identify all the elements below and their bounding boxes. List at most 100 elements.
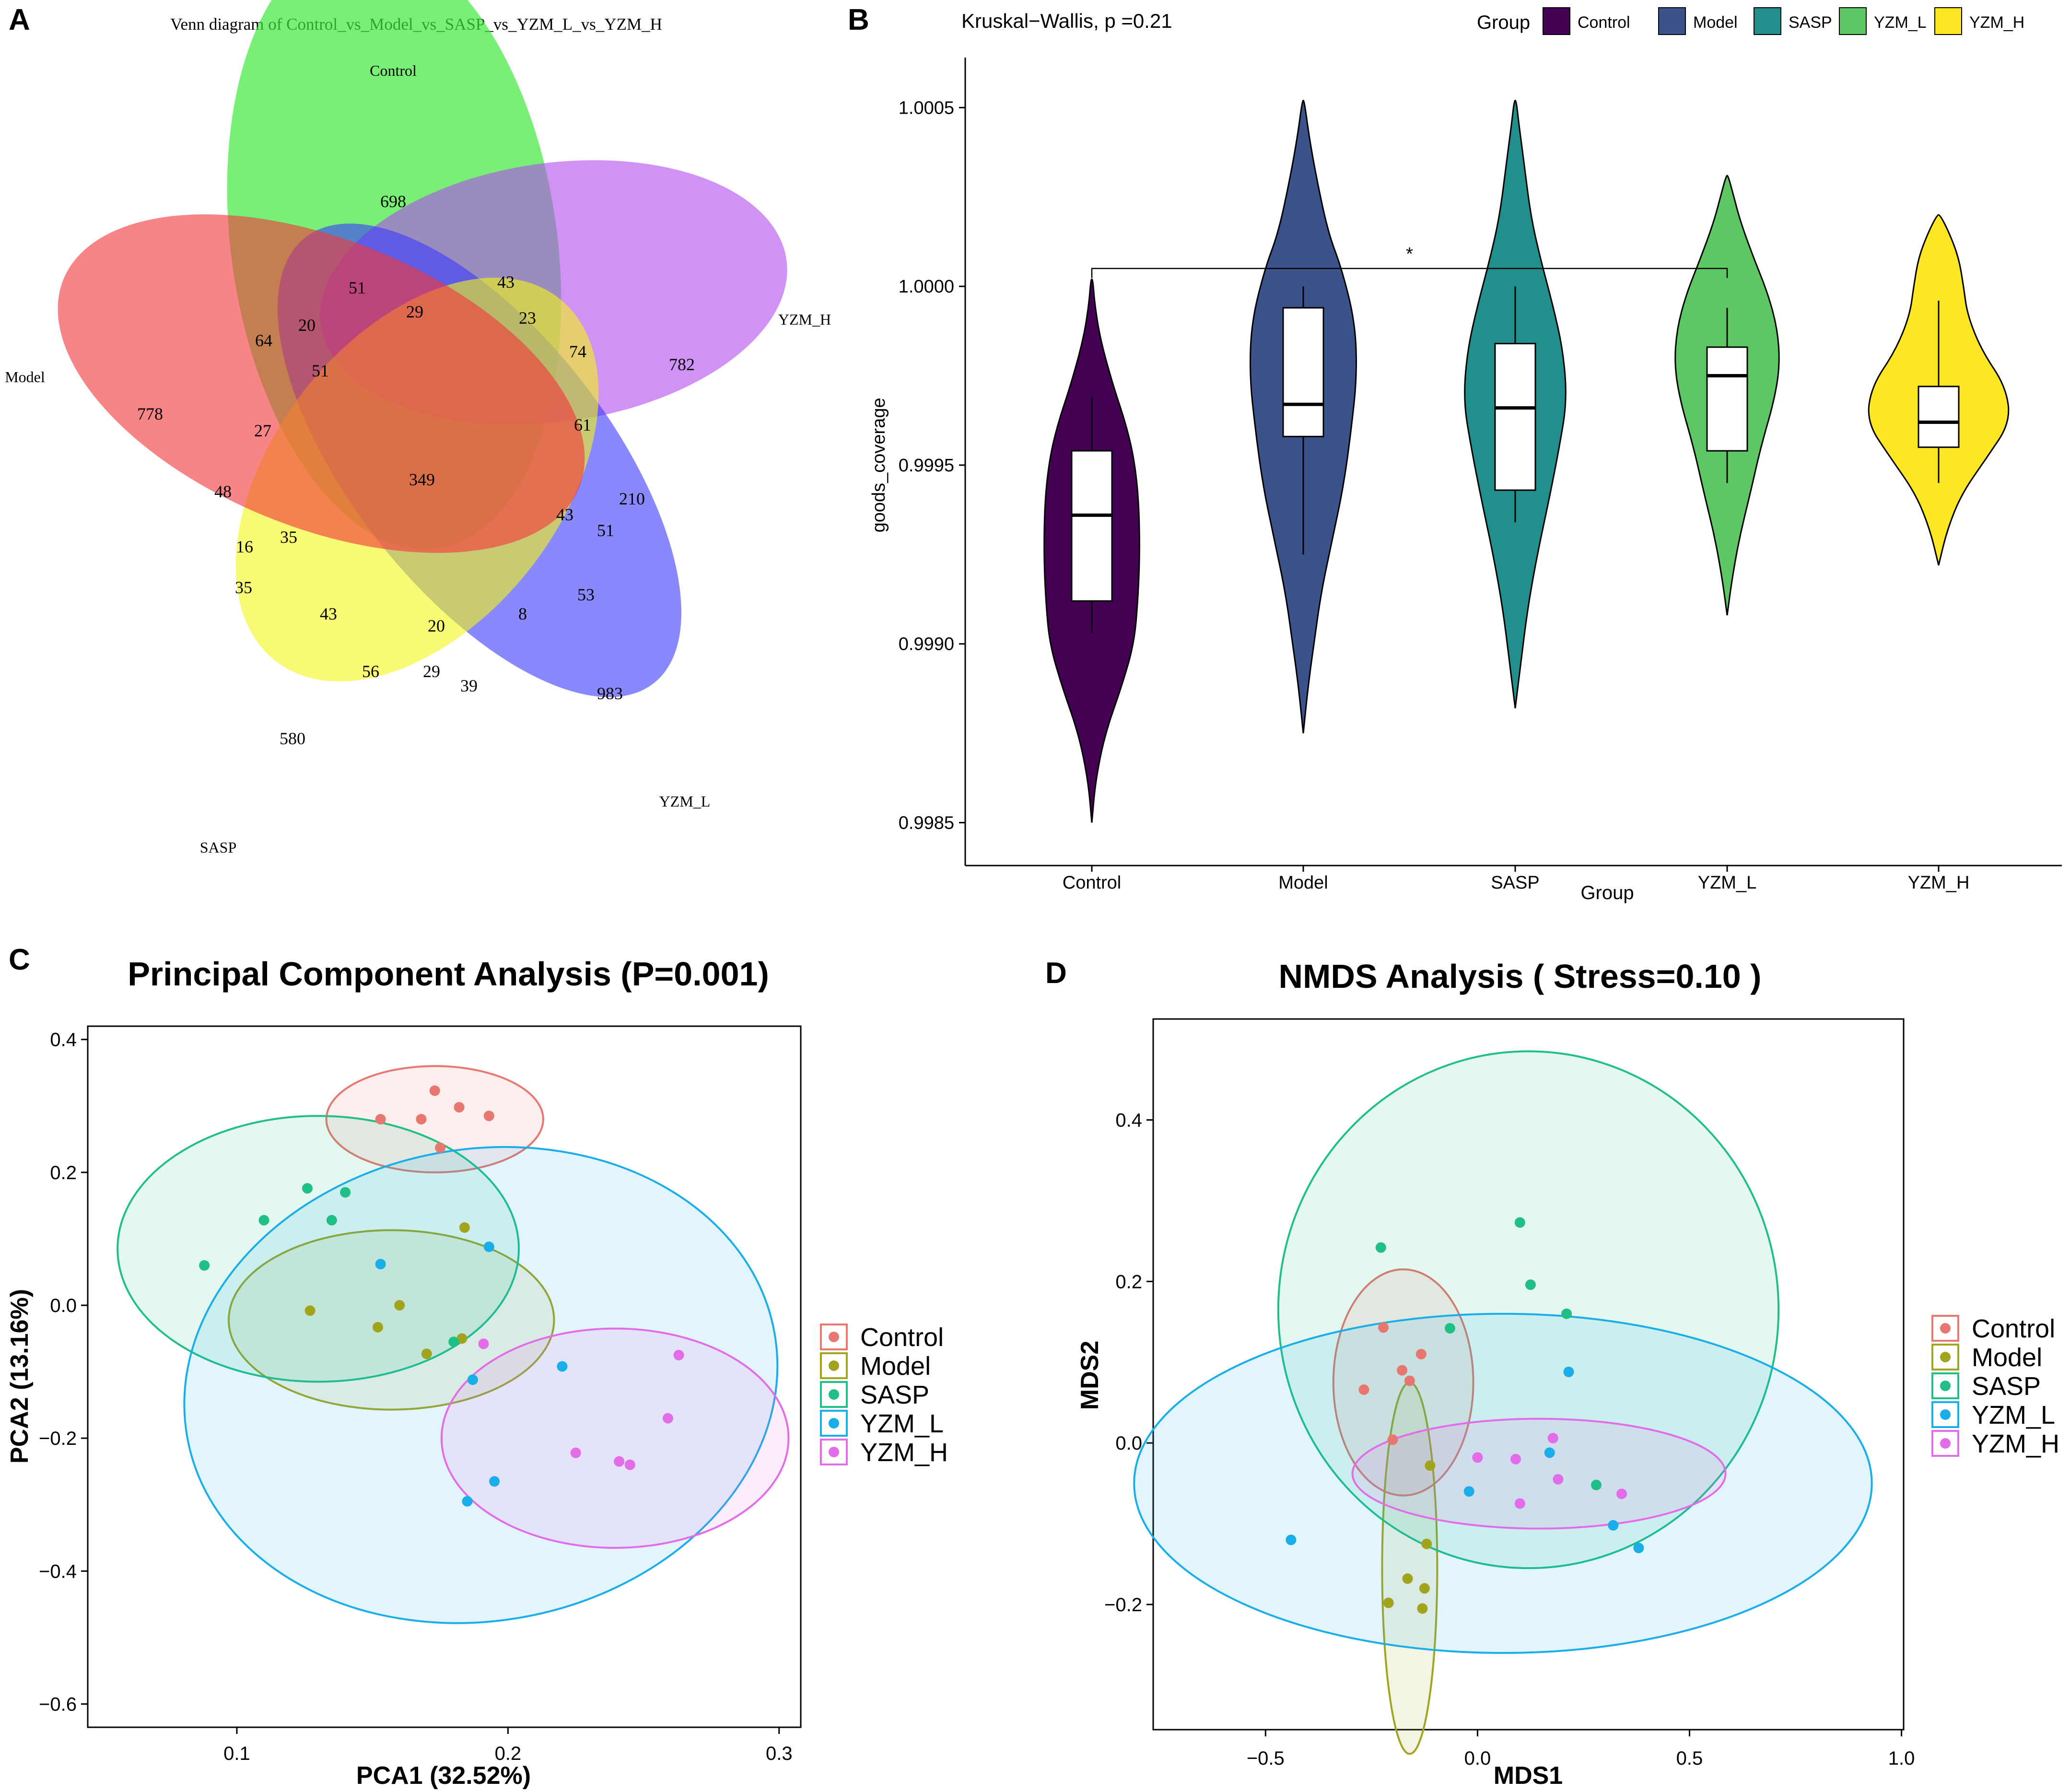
point-yzm-h [673,1349,684,1360]
violin-x-tick-label: YZM_L [1698,873,1756,893]
point-model [304,1305,316,1316]
panel-letter-b: B [848,3,869,36]
point-control [1404,1375,1415,1386]
pca-plot: Principal Component Analysis (P=0.001) 0… [6,955,948,1790]
venn-count: 64 [255,331,272,350]
ellipse-sasp [117,1115,520,1383]
legend-label: YZM_H [860,1438,948,1467]
point-sasp [1375,1242,1386,1253]
y-tick-label: −0.2 [39,1428,77,1449]
legend-label: Control [1972,1314,2055,1343]
point-yzm-l [1286,1534,1297,1546]
legend-dot [829,1360,839,1371]
violin-y-label: goods_coverage [869,398,889,533]
y-tick-label: 0.4 [1115,1110,1142,1131]
point-control [454,1102,465,1113]
point-yzm-h [1553,1474,1564,1485]
point-control [1378,1322,1389,1333]
violin-y-tick-label: 1.0005 [899,98,954,118]
legend-dot [829,1332,839,1342]
point-sasp [340,1187,351,1198]
venn-count: 778 [137,404,163,423]
panel-letter-c: C [9,943,30,976]
violin-plot-area: 1.0005 1.0000 0.9995 0.9990 0.9985 Control Mod… [899,98,2010,893]
ellipse-sasp [1277,1050,1780,1569]
legend-label: SASP [860,1381,929,1409]
point-sasp [1561,1308,1572,1319]
venn-count: 51 [349,278,366,297]
y-tick-label: 0.2 [1115,1271,1142,1292]
legend-label: YZM_L [860,1409,944,1438]
venn-count: 39 [460,676,478,695]
venn-count: 51 [597,521,614,540]
legend-dot [1940,1323,1951,1334]
nmds-x-label: MDS1 [1494,1762,1563,1790]
point-yzm-h [1510,1453,1521,1464]
venn-count: 51 [312,361,329,380]
point-yzm-l [462,1496,473,1507]
x-tick-label: 0.0 [1464,1748,1491,1769]
legend-dot [1940,1409,1951,1420]
legend-dot [829,1418,839,1429]
point-control [416,1114,427,1125]
venn-count: 74 [569,342,586,361]
violin-legend-label: YZM_L [1874,13,1927,32]
point-sasp [1514,1217,1525,1228]
point-yzm-h [1472,1452,1483,1463]
point-control [1397,1365,1408,1376]
venn-count: 48 [214,482,232,501]
panel-letter-d: D [1045,957,1067,990]
point-sasp [258,1215,269,1226]
pca-y-label: PCA2 (13.16%) [6,1289,34,1464]
point-yzm-l [557,1361,568,1372]
pca-x-label: PCA1 (32.52%) [356,1762,531,1790]
violin-legend-swatch [1839,7,1867,35]
violin-box [1071,450,1113,602]
point-yzm-h [1514,1498,1525,1509]
x-tick-label: 0.2 [495,1743,522,1764]
venn-ellipses [58,0,787,697]
violin-plot: Kruskal−Wallis, p =0.21 Group Control Mod… [869,7,2062,903]
y-tick-label: 0.0 [50,1295,77,1316]
nmds-y-label: MDS2 [1076,1341,1104,1410]
violin-box [1918,386,1960,448]
venn-count: 56 [362,662,379,681]
y-tick-label: −0.4 [39,1561,77,1582]
y-tick-label: 0.4 [50,1030,77,1051]
point-control [435,1142,446,1153]
violin-y-tick-label: 1.0000 [899,277,954,297]
point-control [1387,1434,1398,1445]
venn-diagram: Venn diagram of Control_vs_Model_vs_SASP… [5,0,831,856]
point-sasp [302,1183,313,1194]
point-model [1417,1603,1428,1614]
point-model [394,1300,405,1311]
point-yzm-h [1616,1488,1627,1499]
legend-label: SASP [1972,1372,2041,1401]
point-sasp [448,1336,459,1347]
point-yzm-h [614,1456,625,1467]
legend-label: Model [1972,1343,2042,1372]
point-control [1358,1384,1369,1395]
venn-label-yzm-h: YZM_H [778,311,831,328]
violin-x-tick-label: Model [1278,873,1328,893]
point-control [483,1111,494,1122]
pca-title: Principal Component Analysis (P=0.001) [128,955,769,993]
violin-y-tick-label: 0.9985 [899,813,954,833]
venn-count: 53 [577,585,595,604]
venn-label-control: Control [370,62,417,79]
violin-legend-label: SASP [1789,13,1832,32]
point-yzm-h [478,1338,489,1349]
point-yzm-h [570,1447,581,1458]
violin-legend-swatch [1543,7,1570,35]
venn-count: 210 [619,489,645,508]
x-tick-label: 0.1 [223,1743,250,1764]
point-yzm-l [489,1476,500,1487]
y-tick-label: 0.0 [1115,1433,1142,1454]
venn-label-yzm-l: YZM_L [659,793,711,810]
venn-count: 35 [280,527,297,547]
ellipse-yzm-h [1351,1417,1727,1530]
venn-count: 43 [320,604,337,623]
venn-count: 61 [574,415,591,434]
x-tick-label: 1.0 [1888,1748,1915,1769]
